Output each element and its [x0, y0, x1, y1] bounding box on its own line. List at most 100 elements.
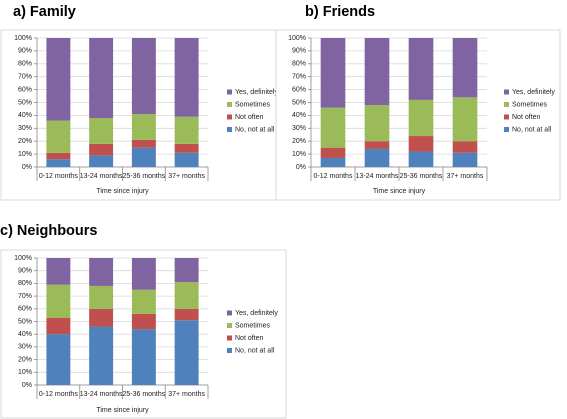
y-tick-label: 70%	[18, 74, 32, 81]
legend-entry: Yes, definitely	[235, 89, 278, 96]
y-tick-label: 10%	[18, 151, 32, 158]
y-tick-label: 60%	[292, 86, 306, 93]
y-tick-label: 0%	[296, 164, 306, 171]
bar-no-not-at-all-0	[46, 159, 71, 167]
bar-yes-definitely-2	[408, 38, 434, 100]
bar-no-not-at-all-2	[131, 147, 156, 167]
bar-no-not-at-all-1	[89, 155, 114, 167]
y-tick-label: 70%	[292, 74, 306, 81]
bar-yes-definitely-1	[364, 38, 390, 106]
legend-entry: No, not at all	[235, 126, 275, 133]
y-tick-label: 90%	[18, 268, 32, 275]
y-tick-label: 90%	[292, 48, 306, 55]
legend-entry: Not often	[235, 335, 264, 342]
bar-not-often-3	[174, 143, 199, 153]
y-tick-label: 0%	[22, 382, 32, 389]
bar-sometimes-3	[174, 116, 199, 144]
bar-yes-definitely-1	[89, 258, 114, 286]
panel-1: b) Friends 0% 10% 20% 30% 40% 50% 60% 70% 80% 90% 1…	[275, 4, 561, 201]
bar-not-often-1	[89, 308, 114, 327]
bar-not-often-2	[131, 313, 156, 330]
bar-yes-definitely-0	[320, 38, 346, 108]
x-tick-label: 37+ months	[447, 173, 484, 180]
legend-swatch	[504, 114, 509, 120]
bar-no-not-at-all-3	[452, 152, 478, 167]
legend-swatch	[504, 89, 509, 95]
bar-not-often-2	[131, 139, 156, 148]
bar-no-not-at-all-3	[174, 320, 199, 385]
x-tick-label: 0-12 months	[39, 391, 78, 398]
bar-not-often-2	[408, 136, 434, 152]
y-tick-label: 0%	[22, 164, 32, 171]
legend-swatch	[227, 114, 232, 120]
x-axis-label: Time since injury	[373, 188, 426, 195]
legend-entry: Sometimes	[512, 101, 548, 108]
panel-2: c) Neighbours 0% 10% 20% 30% 40% 50% 60% 70% 80% 9…	[0, 223, 287, 419]
bar-yes-definitely-2	[131, 258, 156, 290]
chart-title: c) Neighbours	[0, 223, 97, 239]
bar-yes-definitely-0	[46, 38, 71, 121]
legend-entry: Not often	[512, 114, 541, 121]
bar-not-often-0	[46, 152, 71, 160]
y-tick-label: 30%	[18, 344, 32, 351]
legend-swatch	[504, 102, 509, 107]
x-tick-label: 13-24 months	[356, 173, 399, 180]
y-tick-label: 10%	[18, 369, 32, 376]
y-tick-label: 80%	[18, 280, 32, 287]
legend-swatch	[227, 127, 232, 132]
x-tick-label: 37+ months	[168, 173, 205, 180]
bar-yes-definitely-3	[174, 38, 199, 117]
y-tick-label: 100%	[288, 35, 306, 42]
bar-not-often-3	[174, 308, 199, 321]
panel-0: a) Family 0% 10% 20% 30% 40% 50% 60% 70% 80% 90% 10…	[0, 4, 287, 201]
x-tick-label: 0-12 months	[314, 173, 353, 180]
y-tick-label: 20%	[18, 356, 32, 363]
bar-yes-definitely-1	[89, 38, 114, 118]
y-tick-label: 40%	[292, 112, 306, 119]
bar-sometimes-1	[364, 105, 390, 142]
legend-swatch	[227, 348, 232, 353]
y-tick-label: 60%	[18, 306, 32, 313]
legend-entry: No, not at all	[235, 347, 275, 354]
legend-entry: Not often	[235, 114, 264, 121]
bar-no-not-at-all-0	[46, 334, 71, 385]
y-tick-label: 30%	[292, 125, 306, 132]
legend-swatch	[227, 310, 232, 316]
legend-swatch	[227, 323, 232, 328]
bar-no-not-at-all-1	[89, 326, 114, 385]
x-tick-label: 25-36 months	[400, 173, 443, 180]
bar-sometimes-0	[46, 120, 71, 153]
y-tick-label: 50%	[292, 99, 306, 106]
x-tick-label: 13-24 months	[80, 391, 123, 398]
bar-not-often-3	[452, 141, 478, 153]
chart-title: b) Friends	[305, 4, 375, 20]
y-tick-label: 40%	[18, 112, 32, 119]
bar-not-often-0	[46, 317, 71, 335]
legend-entry: Yes, definitely	[512, 89, 555, 96]
y-tick-label: 80%	[292, 61, 306, 68]
x-axis-label: Time since injury	[96, 407, 149, 414]
chart-title: a) Family	[13, 4, 76, 20]
y-tick-label: 90%	[18, 48, 32, 55]
legend-entry: No, not at all	[512, 126, 552, 133]
legend-entry: Sometimes	[235, 101, 271, 108]
bar-sometimes-1	[89, 285, 114, 309]
bar-no-not-at-all-2	[131, 329, 156, 385]
y-tick-label: 60%	[18, 86, 32, 93]
legend-swatch	[227, 89, 232, 95]
bar-not-often-1	[89, 143, 114, 156]
bar-no-not-at-all-2	[408, 151, 434, 167]
y-tick-label: 50%	[18, 99, 32, 106]
legend-entry: Sometimes	[235, 322, 271, 329]
bar-sometimes-2	[131, 289, 156, 314]
bar-no-not-at-all-3	[174, 152, 199, 167]
y-tick-label: 10%	[292, 151, 306, 158]
legend-entry: Yes, definitely	[235, 310, 278, 317]
y-tick-label: 30%	[18, 125, 32, 132]
bar-sometimes-1	[89, 117, 114, 144]
y-tick-label: 100%	[14, 255, 32, 262]
y-tick-label: 100%	[14, 35, 32, 42]
bar-no-not-at-all-1	[364, 148, 390, 167]
x-tick-label: 0-12 months	[39, 173, 78, 180]
